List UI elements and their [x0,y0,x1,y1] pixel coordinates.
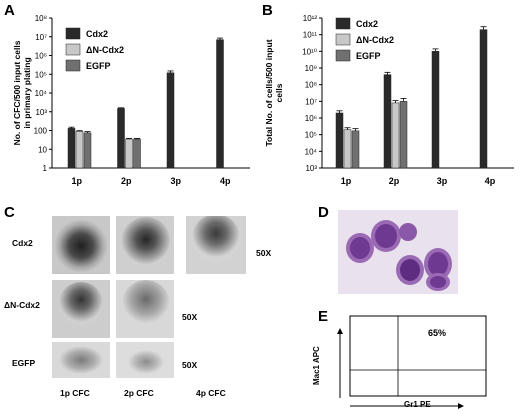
bar [399,101,408,169]
panel-letter-c: C [4,204,15,221]
y-tick-label: 100 [34,127,48,136]
y-tick-label: 10⁴ [305,147,318,156]
micrograph-egfp-1p [52,342,110,378]
micrograph-cdx2-1p [52,216,110,274]
y-tick-label: 10¹¹ [303,31,318,40]
panel-letter-d: D [318,204,329,221]
flow-ylabel: Mac1 APC [312,346,321,385]
x-tick-label: 3p [437,176,448,186]
x-tick-label: 4p [485,176,496,186]
flow-x-arrowhead [458,403,464,409]
panel-letter-e: E [318,308,329,325]
flow-percent: 65% [428,328,447,338]
y-tick-label: 10³ [35,108,47,117]
y-tick-label: 10⁷ [305,97,317,106]
y-tick-label: 10 [38,145,47,154]
legend-swatch [65,27,81,40]
bar [117,108,125,169]
bar [133,138,141,169]
bar [479,29,488,169]
ylabel-line: cells [274,83,284,102]
c-row-label-dn-cdx2: ΔN-Cdx2 [4,300,40,310]
flow-plot [337,315,487,409]
legend-swatch [335,49,351,62]
flow-frame [349,315,487,397]
c-col-label-4p: 4p CFC [196,388,226,398]
y-tick-label: 10⁸ [35,14,47,23]
chart-b: Total No. of cells/500 input cells 10³ 10⁴… [264,14,514,186]
cytospin-image [338,210,458,294]
panel-letter-b: B [262,2,273,19]
ylabel-line: in primary plating [22,57,32,128]
chart-b-ylabel: Total No. of cells/500 input cells [264,39,284,146]
legend-label: ΔN-Cdx2 [356,35,394,45]
c-row-label-egfp: EGFP [12,358,36,368]
c-magnification-row2: 50X [182,312,198,322]
ylabel-line: No. of CFC/500 input cells [12,40,22,145]
bar [351,130,360,169]
ylabel-line: Total No. of cells/500 input [264,39,274,146]
legend-label: EGFP [86,61,111,71]
x-tick-label: 1p [341,176,352,186]
flow-xlabel: Gr1 PE [404,400,431,409]
y-tick-label: 10⁶ [305,114,317,123]
bar [383,74,392,169]
x-tick-label: 2p [121,176,132,186]
y-tick-label: 1 [43,164,48,173]
y-tick-label: 10⁸ [305,81,317,90]
y-tick-label: 10⁵ [35,70,47,79]
panel-letter-a: A [4,2,15,19]
c-col-label-1p: 1p CFC [60,388,90,398]
bar [391,102,400,169]
chart-a-ylabel: No. of CFC/500 input cells in primary pla… [12,40,32,145]
bar [75,131,84,169]
micrograph-cdx2-4p [186,216,246,274]
y-tick-label: 10⁷ [35,33,47,42]
micrograph-dn-cdx2-2p [116,280,174,338]
y-tick-label: 10⁶ [35,52,47,61]
x-tick-label: 1p [71,176,82,186]
c-magnification-row1: 50X [256,248,272,258]
legend-label: Cdx2 [86,29,108,39]
bar [67,128,76,169]
bar [166,72,175,169]
legend-swatch [65,59,81,72]
x-tick-label: 4p [220,176,231,186]
y-tick-label: 10⁵ [305,131,317,140]
legend-swatch [65,43,81,56]
y-tick-label: 10⁹ [305,64,317,73]
micrograph-egfp-2p [116,342,174,378]
legend-swatch [335,17,351,30]
legend-label: Cdx2 [356,19,378,29]
legend-label: EGFP [356,51,381,61]
bar [216,39,224,169]
y-tick-label: 10³ [305,164,317,173]
c-col-label-2p: 2p CFC [124,388,154,398]
legend-swatch [335,33,351,46]
y-tick-label: 10⁴ [35,89,48,98]
y-tick-label: 10¹² [303,14,318,23]
micrograph-cdx2-2p [116,216,174,274]
bar [343,129,352,169]
micrograph-dn-cdx2-1p [52,280,110,338]
bar [431,51,440,169]
x-tick-label: 2p [389,176,400,186]
c-row-label-cdx2: Cdx2 [12,238,33,248]
bar [335,112,344,169]
y-tick-label: 10¹⁰ [302,47,317,56]
legend-label: ΔN-Cdx2 [86,45,124,55]
chart-a-legend: Cdx2 ΔN-Cdx2 EGFP [65,27,124,72]
x-tick-label: 3p [170,176,181,186]
chart-b-legend: Cdx2 ΔN-Cdx2 EGFP [335,17,394,62]
flow-y-arrowhead [337,328,343,334]
bar [125,138,133,169]
c-magnification-row3: 50X [182,360,198,370]
chart-a: No. of CFC/500 input cells in primary pla… [12,14,250,186]
bar [83,132,92,169]
